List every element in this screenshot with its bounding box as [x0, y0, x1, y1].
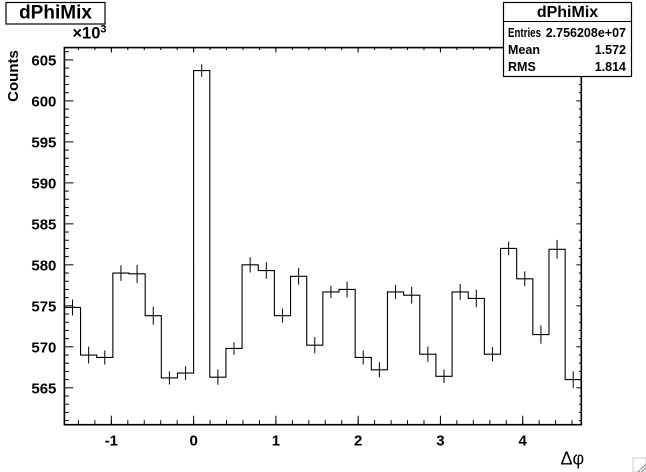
svg-text:0: 0: [189, 433, 197, 450]
svg-text:1.572: 1.572: [595, 43, 626, 57]
svg-text:2: 2: [354, 433, 362, 450]
svg-text:Counts: Counts: [5, 50, 22, 102]
svg-text:2.756208e+07: 2.756208e+07: [546, 26, 626, 40]
svg-text:Mean: Mean: [508, 43, 540, 57]
svg-text:565: 565: [31, 380, 56, 397]
svg-text:585: 585: [31, 216, 56, 233]
svg-text:-1: -1: [105, 433, 118, 450]
svg-text:1.814: 1.814: [595, 60, 626, 74]
svg-text:1: 1: [272, 433, 280, 450]
svg-text:Entries: Entries: [508, 26, 541, 40]
svg-text:RMS: RMS: [508, 60, 536, 74]
svg-text:605: 605: [31, 52, 56, 69]
svg-text:dPhiMix: dPhiMix: [537, 4, 598, 21]
svg-text:595: 595: [31, 134, 56, 151]
svg-text:dPhiMix: dPhiMix: [19, 3, 92, 24]
svg-text:580: 580: [31, 257, 56, 274]
svg-text:Δφ: Δφ: [560, 449, 584, 469]
svg-text:575: 575: [31, 298, 56, 315]
svg-text:570: 570: [31, 339, 56, 356]
svg-text:4: 4: [519, 433, 528, 450]
svg-text:590: 590: [31, 175, 56, 192]
svg-text:3: 3: [436, 433, 444, 450]
svg-text:600: 600: [31, 93, 56, 110]
